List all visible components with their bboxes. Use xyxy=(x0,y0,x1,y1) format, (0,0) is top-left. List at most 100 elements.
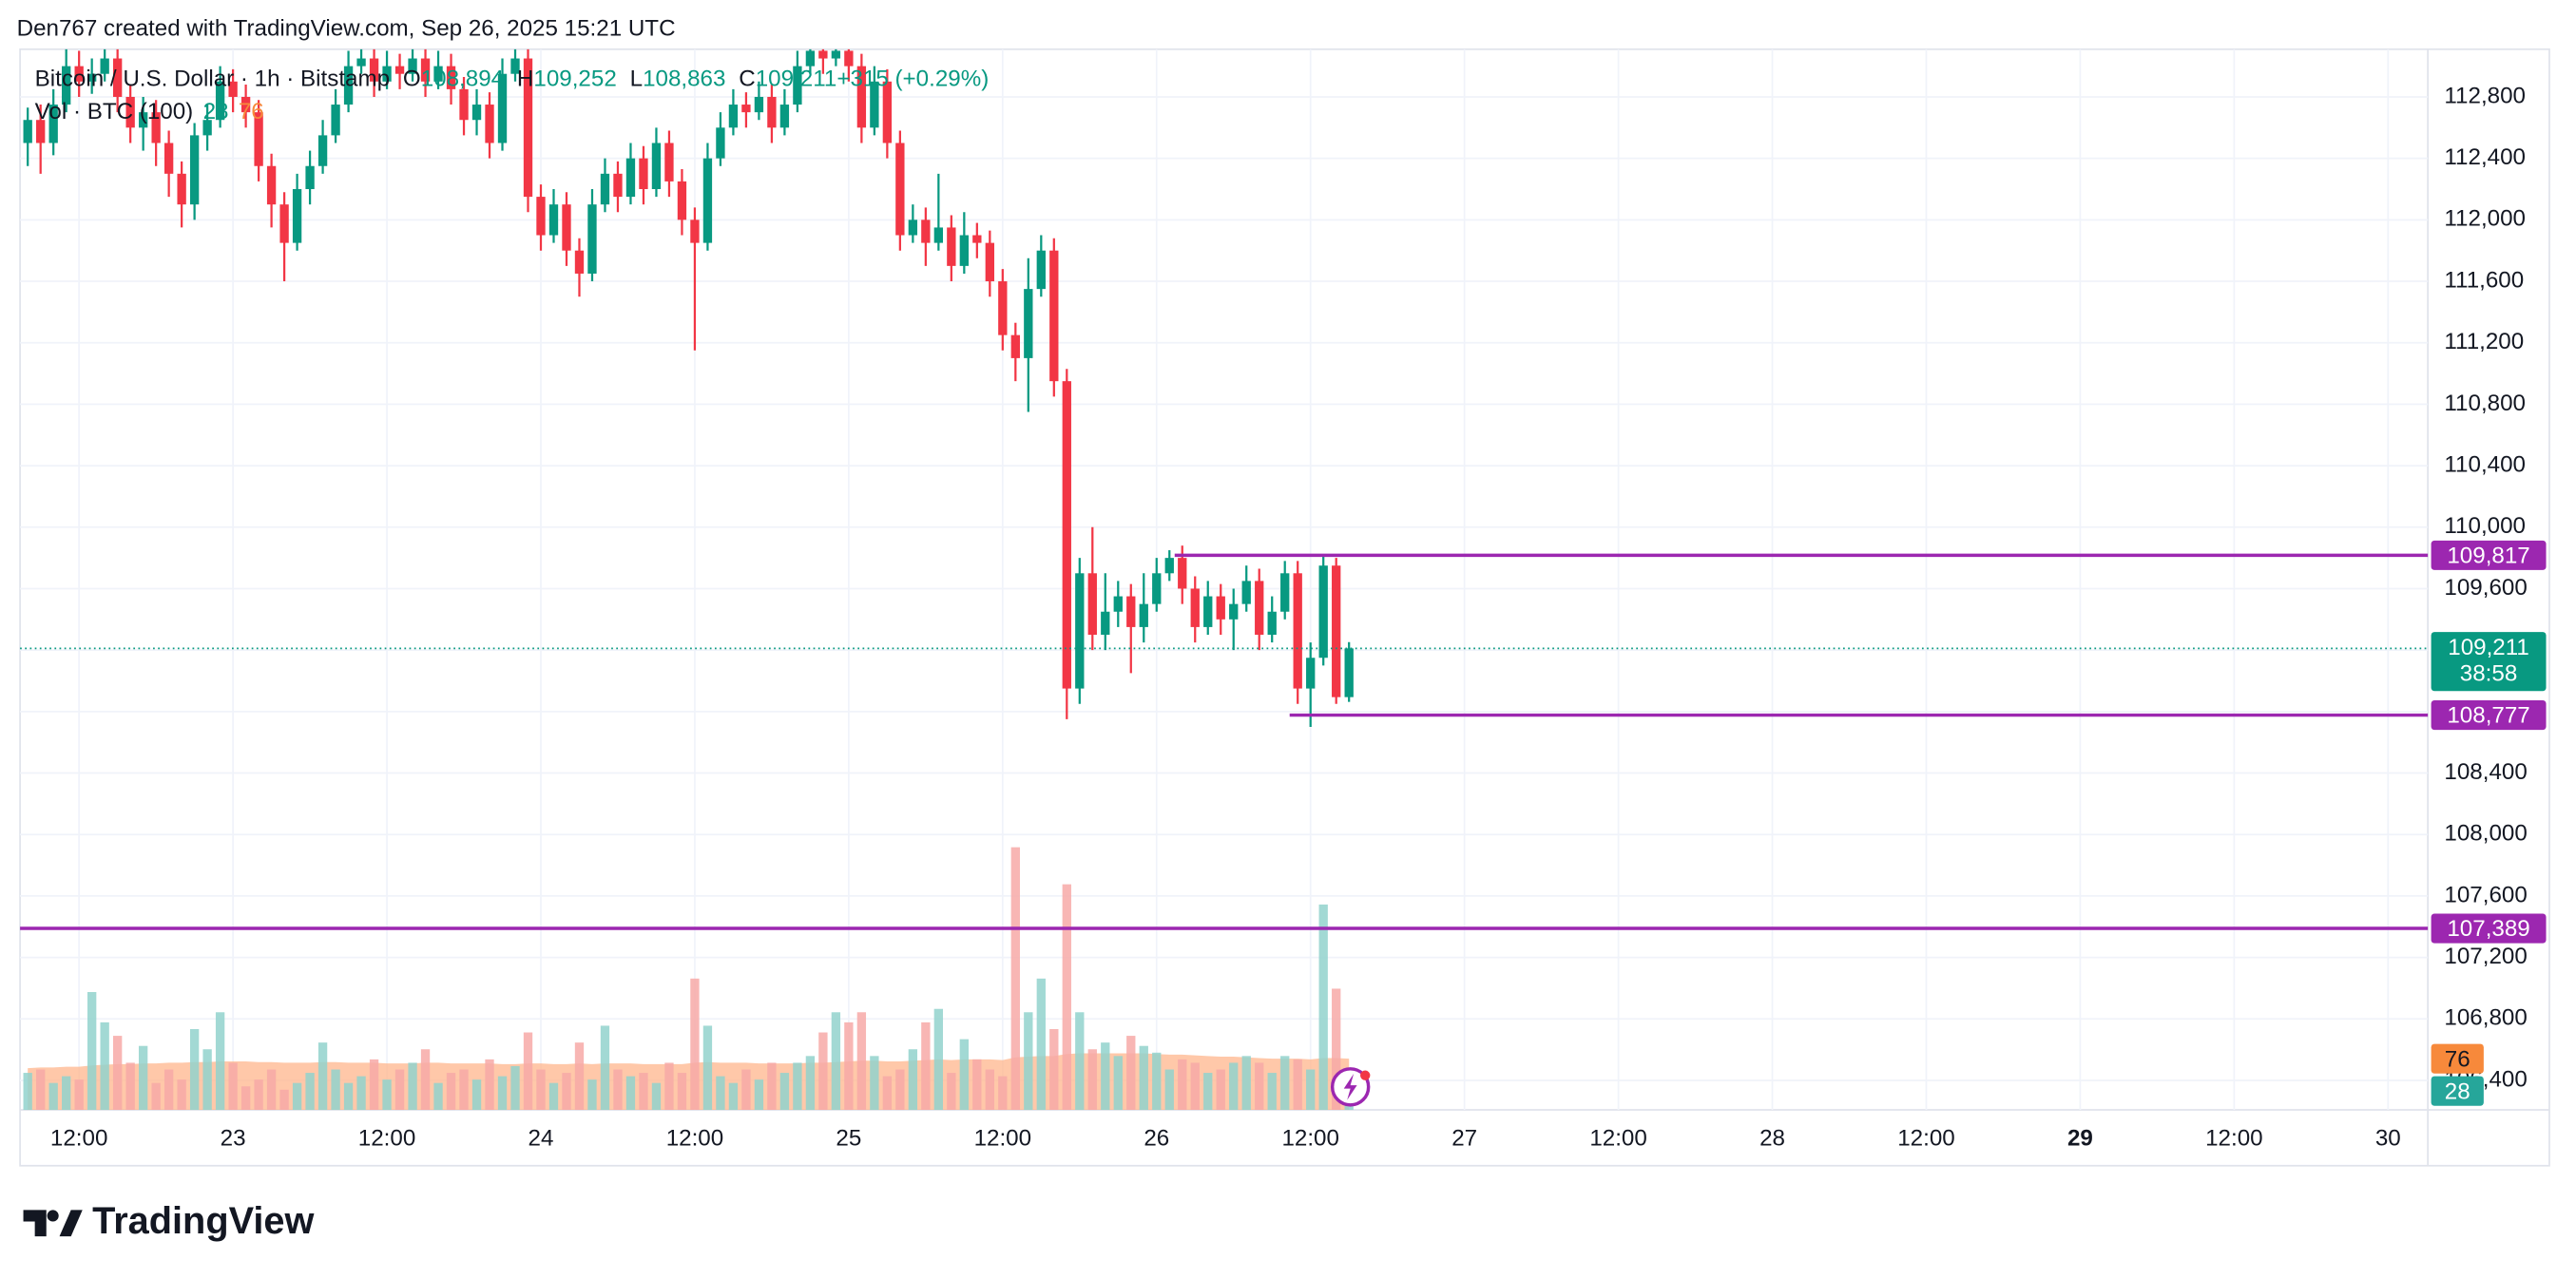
candle-body xyxy=(471,105,482,121)
volume-bar xyxy=(1280,1056,1290,1111)
candle-body xyxy=(716,127,725,159)
volume-bar xyxy=(189,1028,200,1111)
volume-ma-label: 76 xyxy=(2445,1046,2470,1072)
volume-bar xyxy=(664,1062,674,1111)
x-tick-label: 12:00 xyxy=(358,1126,415,1152)
level-label-box xyxy=(2431,540,2547,570)
x-tick-label: 30 xyxy=(2375,1126,2401,1152)
volume-bar xyxy=(1178,1059,1187,1111)
x-tick-label: 24 xyxy=(529,1126,554,1152)
volume-bar xyxy=(536,1069,546,1111)
volume-bar xyxy=(1036,978,1046,1111)
volume-bar xyxy=(1164,1069,1174,1111)
candle-body xyxy=(818,50,828,59)
volume-bar xyxy=(1241,1056,1251,1111)
volume-bar xyxy=(177,1079,186,1111)
volume-bar xyxy=(870,1056,879,1111)
candle-body xyxy=(1318,565,1328,659)
candle-body xyxy=(1216,596,1225,620)
candle-body xyxy=(600,173,610,205)
volume-bar xyxy=(471,1079,482,1111)
volume-bar xyxy=(690,978,700,1111)
candle-body xyxy=(870,81,879,128)
volume-bar xyxy=(420,1049,431,1111)
volume-bar xyxy=(1101,1042,1110,1111)
volume-bar xyxy=(805,1056,816,1111)
candle-body xyxy=(305,165,315,190)
level-label: 109,817 xyxy=(2447,543,2529,568)
candle-body xyxy=(1113,596,1123,612)
volume-bar xyxy=(754,1079,764,1111)
volume-bar xyxy=(716,1076,725,1111)
volume-bar xyxy=(600,1025,610,1111)
candle-body xyxy=(523,58,533,198)
candle-body xyxy=(947,227,956,266)
volume-bar xyxy=(1190,1062,1200,1111)
y-tick-label: 109,600 xyxy=(2444,575,2527,601)
x-tick-label: 12:00 xyxy=(1897,1126,1955,1152)
x-tick-label: 12:00 xyxy=(2205,1126,2263,1152)
candle-body xyxy=(74,66,84,82)
volume-bar xyxy=(972,1059,982,1111)
candle-body xyxy=(433,66,443,82)
volume-label: 28 xyxy=(2445,1079,2470,1104)
y-tick-label: 112,800 xyxy=(2444,83,2526,108)
candle-body xyxy=(369,58,379,82)
volume-bar xyxy=(844,1021,854,1111)
volume-bar xyxy=(779,1073,790,1111)
volume-bar xyxy=(1062,884,1071,1111)
ohlc-value: 109,211 xyxy=(756,67,837,92)
candle-body xyxy=(228,81,238,97)
y-tick-label: 108,400 xyxy=(2444,759,2527,785)
volume-bar xyxy=(1306,1069,1316,1111)
volume-bar xyxy=(793,1062,802,1111)
candle-body xyxy=(112,58,123,97)
candle-body xyxy=(741,105,751,113)
volume-bar xyxy=(240,1086,251,1111)
candle-body xyxy=(62,66,71,105)
candle-body xyxy=(382,66,392,82)
y-tick-label: 110,800 xyxy=(2444,391,2526,416)
volume-bar xyxy=(613,1069,623,1111)
x-tick-label: 12:00 xyxy=(1281,1126,1338,1152)
volume-bar xyxy=(1255,1062,1264,1111)
candle-body xyxy=(1152,573,1162,604)
volume-bar xyxy=(48,1082,58,1111)
symbol-legend: Bitcoin / U.S. Dollar · 1h · Bitstamp O10… xyxy=(35,67,990,92)
candle-body xyxy=(959,235,970,266)
candle-body xyxy=(690,220,700,243)
volume-bar xyxy=(163,1069,174,1111)
volume-bar xyxy=(728,1082,739,1111)
candle-body xyxy=(933,227,944,243)
volume-bar xyxy=(1229,1062,1239,1111)
volume-bar xyxy=(279,1089,289,1111)
candle-body xyxy=(23,120,32,143)
level-label-box xyxy=(2431,913,2547,944)
candle-body xyxy=(1178,558,1187,589)
candle-body xyxy=(1229,603,1239,620)
candle-body xyxy=(446,66,456,89)
y-tick-label: 111,600 xyxy=(2444,267,2524,293)
candle-body xyxy=(163,143,174,174)
volume-bar xyxy=(23,1073,32,1111)
candle-body xyxy=(1332,565,1341,697)
candle-body xyxy=(921,220,931,243)
ohlc-key: C xyxy=(739,67,755,92)
candle-body xyxy=(793,66,802,105)
volume-bar xyxy=(959,1039,970,1111)
candle-body xyxy=(998,281,1008,335)
volume-value: 28 xyxy=(203,100,229,125)
ohlc-key: L xyxy=(630,67,643,92)
volume-bar xyxy=(831,1012,841,1111)
x-tick-label: 29 xyxy=(2067,1126,2093,1152)
candle-body xyxy=(100,58,109,74)
candle-body xyxy=(702,158,713,243)
candle-body xyxy=(459,88,469,121)
candle-body xyxy=(151,112,161,143)
volume-bar xyxy=(343,1082,354,1111)
candle-body xyxy=(48,105,58,143)
x-tick-label: 12:00 xyxy=(666,1126,724,1152)
volume-bar xyxy=(1139,1045,1148,1111)
level-label: 107,389 xyxy=(2447,916,2529,942)
